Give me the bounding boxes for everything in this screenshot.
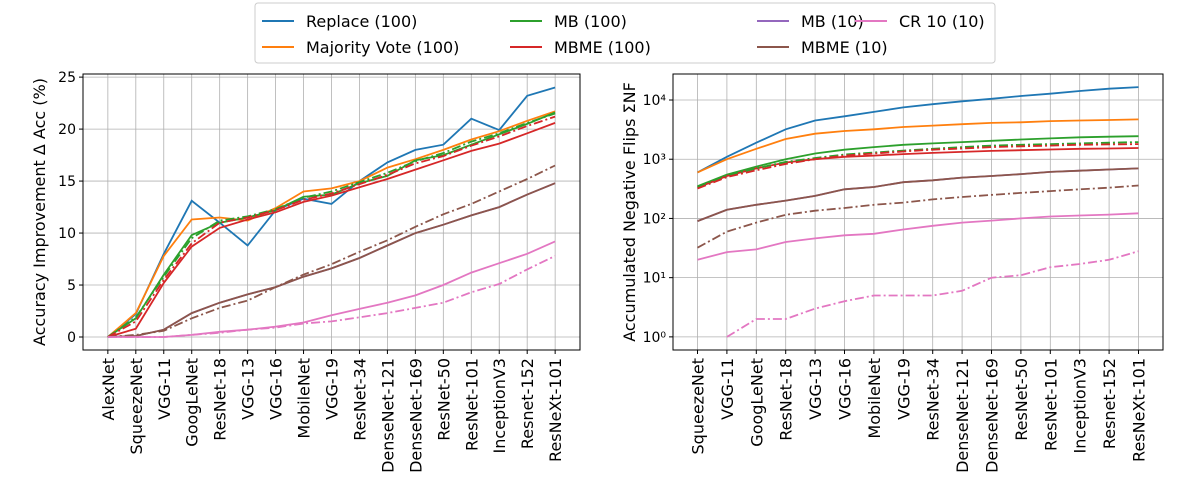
legend-box (254, 2, 996, 64)
y-tick-label: 15 (58, 174, 76, 190)
x-tick-label: VGG-13 (806, 358, 825, 420)
x-tick-label: VGG-19 (894, 358, 913, 420)
x-tick-label: GoogLeNet (183, 358, 202, 447)
x-tick-label: DenseNet-121 (953, 358, 972, 473)
y-tick-label: 5 (67, 278, 76, 294)
x-tick-label: ResNet-50 (434, 358, 453, 441)
x-tick-label: AlexNet (99, 358, 118, 421)
y-tick-label: 10 (58, 226, 76, 242)
x-tick-label: VGG-13 (239, 358, 258, 420)
series-line (107, 255, 556, 338)
x-tick-label: SqueezeNet (127, 358, 146, 454)
series-line (697, 86, 1139, 174)
y-tick-label: 10³ (643, 152, 666, 168)
y-tick-label: 20 (58, 122, 76, 138)
legend-label: Majority Vote (100) (306, 38, 459, 57)
x-tick-label: ResNet-101 (1041, 358, 1060, 451)
series-line (697, 118, 1139, 174)
series-line (107, 122, 556, 338)
series-line (697, 184, 1139, 249)
x-tick-label: VGG-16 (267, 358, 286, 420)
series-line (107, 112, 556, 338)
series-line (107, 115, 556, 338)
legend-label: MB (100) (554, 12, 627, 31)
x-tick-label: ResNet-18 (777, 358, 796, 441)
series-line (697, 167, 1139, 222)
y-tick-label: 10⁴ (643, 93, 667, 109)
x-tick-label: VGG-11 (718, 358, 737, 420)
x-tick-label: InceptionV3 (490, 358, 509, 453)
series-line (697, 167, 1139, 222)
x-tick-label: ResNet-18 (211, 358, 230, 441)
x-tick-label: DenseNet-169 (983, 358, 1002, 473)
series-line (107, 164, 556, 338)
y-tick-label: 25 (58, 70, 76, 86)
x-tick-label: ResNeXt-101 (1130, 358, 1149, 462)
x-tick-label: ResNet-101 (462, 358, 481, 451)
legend-label: CR 10 (10) (899, 12, 985, 31)
axes-frame (672, 73, 1164, 351)
y-tick-label: 0 (67, 330, 76, 346)
x-tick-label: InceptionV3 (1071, 358, 1090, 453)
legend-label: MBME (100) (554, 38, 651, 57)
legend-label: MBME (10) (801, 38, 888, 57)
axes-frame (82, 73, 581, 351)
series-line (697, 212, 1139, 261)
series-line (697, 143, 1139, 190)
legend-label: Replace (100) (306, 12, 417, 31)
x-tick-label: MobileNet (295, 358, 314, 439)
series-line (107, 182, 556, 338)
series-line (107, 86, 556, 338)
y-axis-label: Accumulated Negative Flips ΣNF (620, 82, 639, 342)
x-tick-label: ResNet-34 (924, 358, 943, 441)
y-axis-label: Accuracy Improvement Δ Acc (%) (30, 78, 49, 346)
x-tick-label: ResNet-34 (350, 358, 369, 441)
x-tick-label: ResNeXt-101 (546, 358, 565, 462)
x-tick-label: DenseNet-121 (378, 358, 397, 473)
x-tick-label: ResNet-50 (1012, 358, 1031, 441)
series-line (697, 135, 1139, 188)
x-tick-label: GoogLeNet (747, 358, 766, 447)
x-tick-label: DenseNet-169 (406, 358, 425, 473)
x-tick-label: Resnet-152 (518, 358, 537, 449)
y-tick-label: 10⁰ (643, 330, 667, 346)
series-line (107, 111, 556, 338)
y-tick-label: 10¹ (643, 271, 666, 287)
series-line (726, 250, 1139, 338)
series-line (107, 110, 556, 338)
x-tick-label: Resnet-152 (1100, 358, 1119, 449)
x-tick-label: VGG-19 (323, 358, 342, 420)
y-tick-label: 10² (643, 211, 666, 227)
x-tick-label: VGG-16 (836, 358, 855, 420)
x-tick-label: SqueezeNet (689, 358, 708, 454)
x-tick-label: VGG-11 (155, 358, 174, 420)
legend-label: MB (10) (801, 12, 864, 31)
x-tick-label: MobileNet (865, 358, 884, 439)
